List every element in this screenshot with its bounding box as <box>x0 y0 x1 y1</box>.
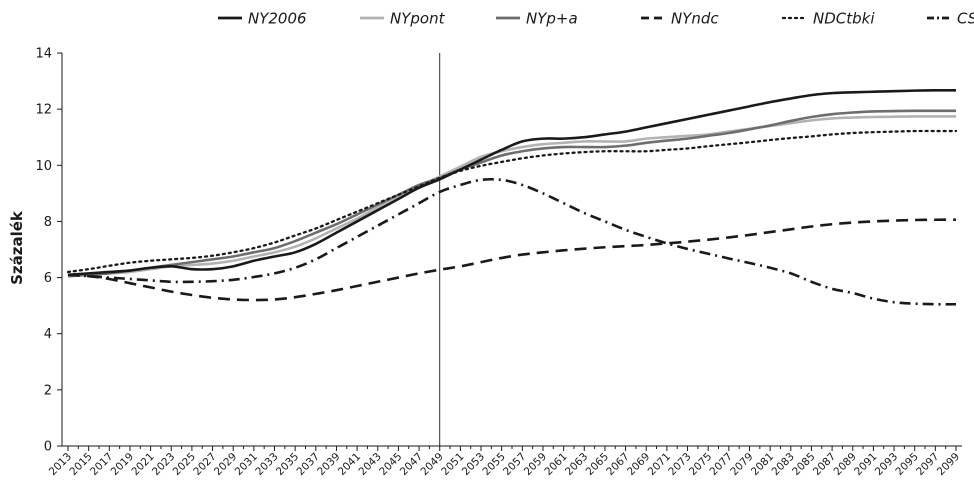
legend-item-ny2006: NY2006 <box>218 10 307 28</box>
x-tick-label: 2067 <box>604 451 631 478</box>
y-tick-label: 0 <box>44 440 52 455</box>
y-axis-label: Százalék <box>8 210 26 285</box>
x-tick-label: 2015 <box>67 451 94 478</box>
legend-item-nyndc: NYndc <box>641 10 719 28</box>
x-tick-label: 2085 <box>790 451 817 478</box>
x-tick-label: 2087 <box>811 451 838 478</box>
legend-label: CSAKa <box>957 10 974 28</box>
legend-item-ndctbki: NDCtbki <box>781 10 875 28</box>
x-tick-label: 2019 <box>109 451 136 478</box>
x-tick-label: 2059 <box>522 451 549 478</box>
x-tick-label: 2025 <box>171 451 198 478</box>
x-tick-label: 2097 <box>914 451 941 478</box>
x-tick-label: 2047 <box>398 451 425 478</box>
series-line-nyndc <box>67 218 957 302</box>
x-tick-label: 2061 <box>542 451 569 478</box>
y-tick-label: 4 <box>44 327 52 342</box>
x-tick-label: 2027 <box>191 451 218 478</box>
x-tick-label: 2075 <box>687 451 714 478</box>
x-tick-label: 2077 <box>708 451 735 478</box>
x-tick-label: 2013 <box>47 451 74 478</box>
x-tick-label: 2053 <box>460 451 487 478</box>
x-tick-label: 2035 <box>274 451 301 478</box>
y-tick-label: 2 <box>44 383 52 398</box>
x-tick-label: 2049 <box>418 451 445 478</box>
x-tick-label: 2029 <box>212 451 239 478</box>
series-line-nypont <box>67 115 956 278</box>
legend-item-nypont: NYpont <box>360 10 446 28</box>
x-tick-label: 2095 <box>893 451 920 478</box>
x-tick-label: 2039 <box>315 451 342 478</box>
x-tick-label: 2021 <box>129 451 156 478</box>
y-tick-label: 10 <box>35 159 52 174</box>
series-line-ny2006 <box>67 89 957 277</box>
series-group <box>66 89 958 306</box>
series-line-ndctbki <box>66 129 958 274</box>
x-tick-label: 2081 <box>749 451 776 478</box>
x-tick-label: 2041 <box>336 451 363 478</box>
x-tick-label: 2079 <box>728 451 755 478</box>
legend: NY2006 NYpont NYp+a NYndc NDCtbki CSAKa <box>218 10 974 28</box>
x-tick-label: 2031 <box>233 451 260 478</box>
x-tick-label: 2057 <box>501 451 528 478</box>
legend-label: NDCtbki <box>813 10 875 28</box>
x-tick-label: 2089 <box>831 451 858 478</box>
x-tick-label: 2063 <box>563 451 590 478</box>
series-line-nyp-a <box>67 109 956 278</box>
x-tick-label: 2017 <box>88 451 115 478</box>
y-tick-label: 14 <box>35 47 52 62</box>
x-tick-label: 2055 <box>480 451 507 478</box>
x-tick-label: 2069 <box>625 451 652 478</box>
x-tick-label: 2037 <box>295 451 322 478</box>
legend-item-csaka: CSAKa <box>927 10 974 28</box>
legend-label: NYndc <box>671 10 719 28</box>
x-tick-label: 2073 <box>666 451 693 478</box>
y-tick-label: 8 <box>44 215 52 230</box>
legend-label: NYp+a <box>526 10 578 28</box>
y-tick-label: 12 <box>35 103 52 118</box>
x-tick-label: 2043 <box>356 451 383 478</box>
x-tick-label: 2051 <box>439 451 466 478</box>
x-tick-label: 2033 <box>253 451 280 478</box>
x-axis: 2013201520172019202120232025202720292031… <box>47 445 962 478</box>
legend-label: NY2006 <box>248 10 307 28</box>
x-tick-label: 2065 <box>584 451 611 478</box>
x-tick-label: 2083 <box>770 451 797 478</box>
x-tick-label: 2091 <box>852 451 879 478</box>
x-tick-label: 2023 <box>150 451 177 478</box>
y-tick-label: 6 <box>44 271 52 286</box>
x-tick-label: 2045 <box>377 451 404 478</box>
y-axis: 0 2 4 6 8 10 12 14 <box>35 47 63 455</box>
series-line-csaka <box>67 177 957 306</box>
x-tick-label: 2093 <box>873 451 900 478</box>
legend-label: NYpont <box>390 10 446 28</box>
legend-item-nyp-a: NYp+a <box>496 10 578 28</box>
x-tick-label: 2099 <box>935 451 962 478</box>
x-tick-label: 2071 <box>646 451 673 478</box>
